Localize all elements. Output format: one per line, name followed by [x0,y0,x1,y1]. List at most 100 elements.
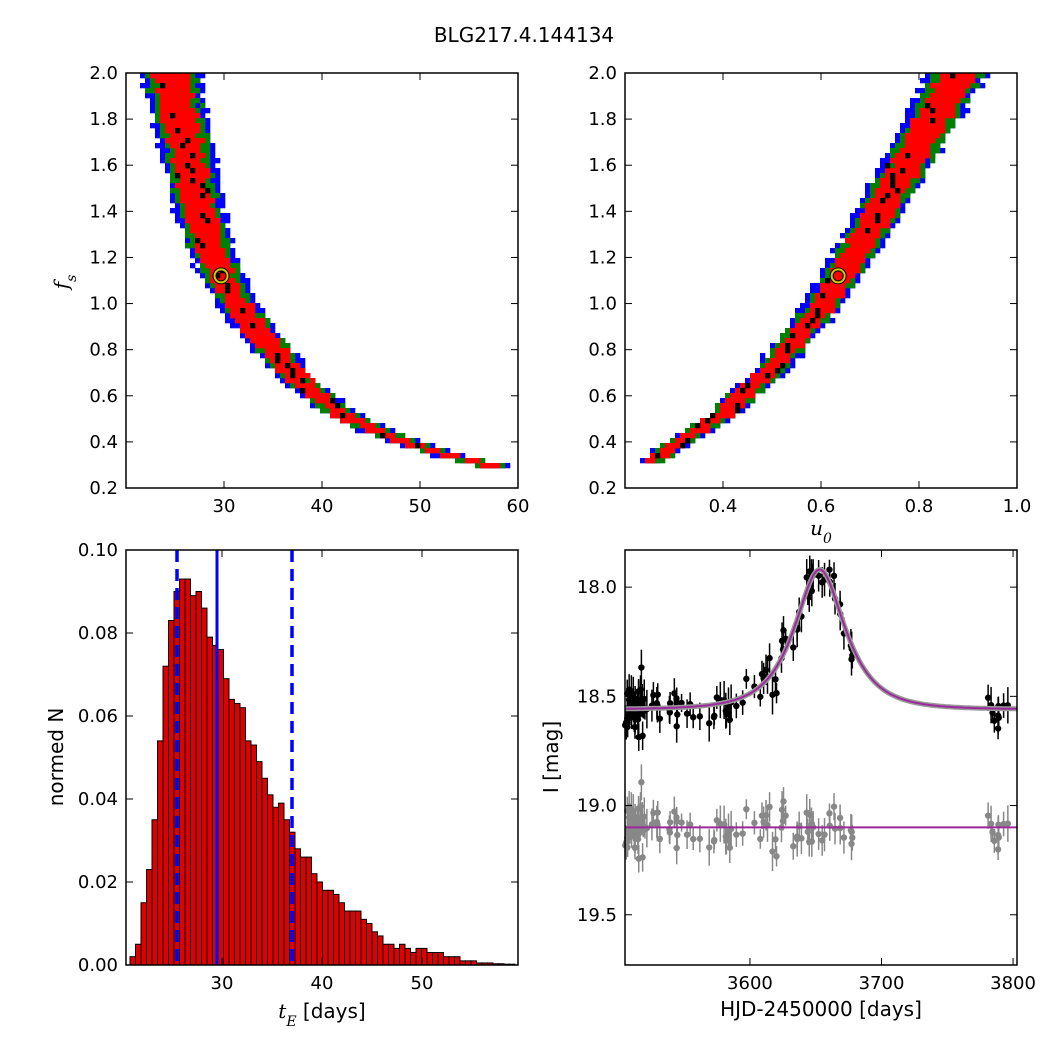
heatmap-cell [780,343,786,349]
heatmap-cell [820,313,826,319]
heatmap-cell [890,153,896,159]
heatmap-cell [855,248,861,254]
y-tick-label: 0.6 [89,386,118,407]
heatmap-cell-best [890,183,896,189]
heatmap-cell [825,273,831,279]
heatmap-cell [945,78,951,84]
heatmap-cell [910,98,916,104]
heatmap-cell [915,128,921,134]
heatmap-cell [215,198,221,204]
heatmap-cell [865,238,871,244]
heatmap-cell [915,158,921,164]
heatmap-cell [260,333,266,339]
heatmap-cell [915,103,921,109]
heatmap-cell [860,243,866,249]
plot-frame [624,549,1018,966]
heatmap-cell [350,423,356,429]
heatmap-cell [320,393,326,399]
heatmap-cell [880,228,886,234]
heatmap-cell [275,363,281,369]
heatmap-cell [195,123,201,129]
heatmap-cell [280,358,286,364]
heatmap-cell [330,393,336,399]
heatmap-cell [260,313,266,319]
residual-point [625,803,633,810]
heatmap-cell [205,208,211,214]
heatmap-cell [205,148,211,154]
heatmap-cell [935,103,941,109]
heatmap-cell [845,228,851,234]
heatmap-cell [845,243,851,249]
heatmap-cell [300,373,306,379]
heatmap-cell [770,368,776,374]
heatmap-cell [940,93,946,99]
residual-point [994,846,1002,853]
heatmap-cell [950,123,956,129]
heatmap-cell [200,198,206,204]
heatmap-cell [920,133,926,139]
heatmap-cell [250,343,256,349]
heatmap-cell [875,168,881,174]
heatmap-cell [935,78,941,84]
heatmap-cell [315,383,321,389]
heatmap-cell [195,193,201,199]
heatmap-cell [900,193,906,199]
heatmap-cell-best [200,243,206,249]
heatmap-cell [250,328,256,334]
heatmap-cell [210,218,216,224]
heatmap-cell [870,213,876,219]
heatmap-cell-best [905,153,911,159]
heatmap-cell [190,83,196,89]
heatmap-cell [910,168,916,174]
data-point [772,676,779,683]
heatmap-cell [865,243,871,249]
heatmap-cell [905,113,911,119]
heatmap-cell [215,203,221,209]
heatmap-cell [930,103,936,109]
heatmap-cell [395,438,401,444]
heatmap-cell [195,118,201,124]
heatmap-cell [900,183,906,189]
heatmap-cell [250,298,256,304]
heatmap-cell [720,398,726,404]
heatmap-cell [185,233,191,239]
histogram-bar [140,902,147,966]
heatmap-cell [925,148,931,154]
heatmap-cell [195,148,201,154]
heatmap-cell [355,418,361,424]
heatmap-cell [945,73,951,79]
histogram-bar [382,943,389,966]
heatmap-cell [170,133,176,139]
heatmap-cell [180,128,186,134]
model-curve [625,568,1018,710]
heatmap-cell [925,78,931,84]
heatmap-cell [830,298,836,304]
heatmap-cell [220,218,226,224]
heatmap-cell [940,138,946,144]
heatmap-cell [765,368,771,374]
heatmap-cell [160,158,166,164]
heatmap-cell [285,378,291,384]
heatmap-cell [190,93,196,99]
heatmap-cell [890,223,896,229]
residual-point [772,836,779,843]
heatmap-cell [245,308,251,314]
heatmap-cell [270,323,276,329]
heatmap-cell [220,263,226,269]
heatmap-cell-best [815,308,821,314]
heatmap-cell [310,403,316,409]
heatmap-cell [220,248,226,254]
heatmap-cell [900,123,906,129]
heatmap-cell [210,178,216,184]
heatmap-cell [855,233,861,239]
y-tick-label: 0.2 [89,478,118,499]
heatmap-cell [340,418,346,424]
heatmap-cell [810,308,816,314]
heatmap-cell [220,303,226,309]
heatmap-cell [160,73,166,79]
heatmap-cell [230,318,236,324]
heatmap-cell [220,293,226,299]
heatmap-cell-best [875,218,881,224]
heatmap-cell [930,113,936,119]
histogram-bar [437,952,444,966]
